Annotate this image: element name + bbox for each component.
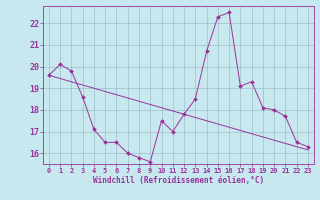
X-axis label: Windchill (Refroidissement éolien,°C): Windchill (Refroidissement éolien,°C) [93,176,264,185]
